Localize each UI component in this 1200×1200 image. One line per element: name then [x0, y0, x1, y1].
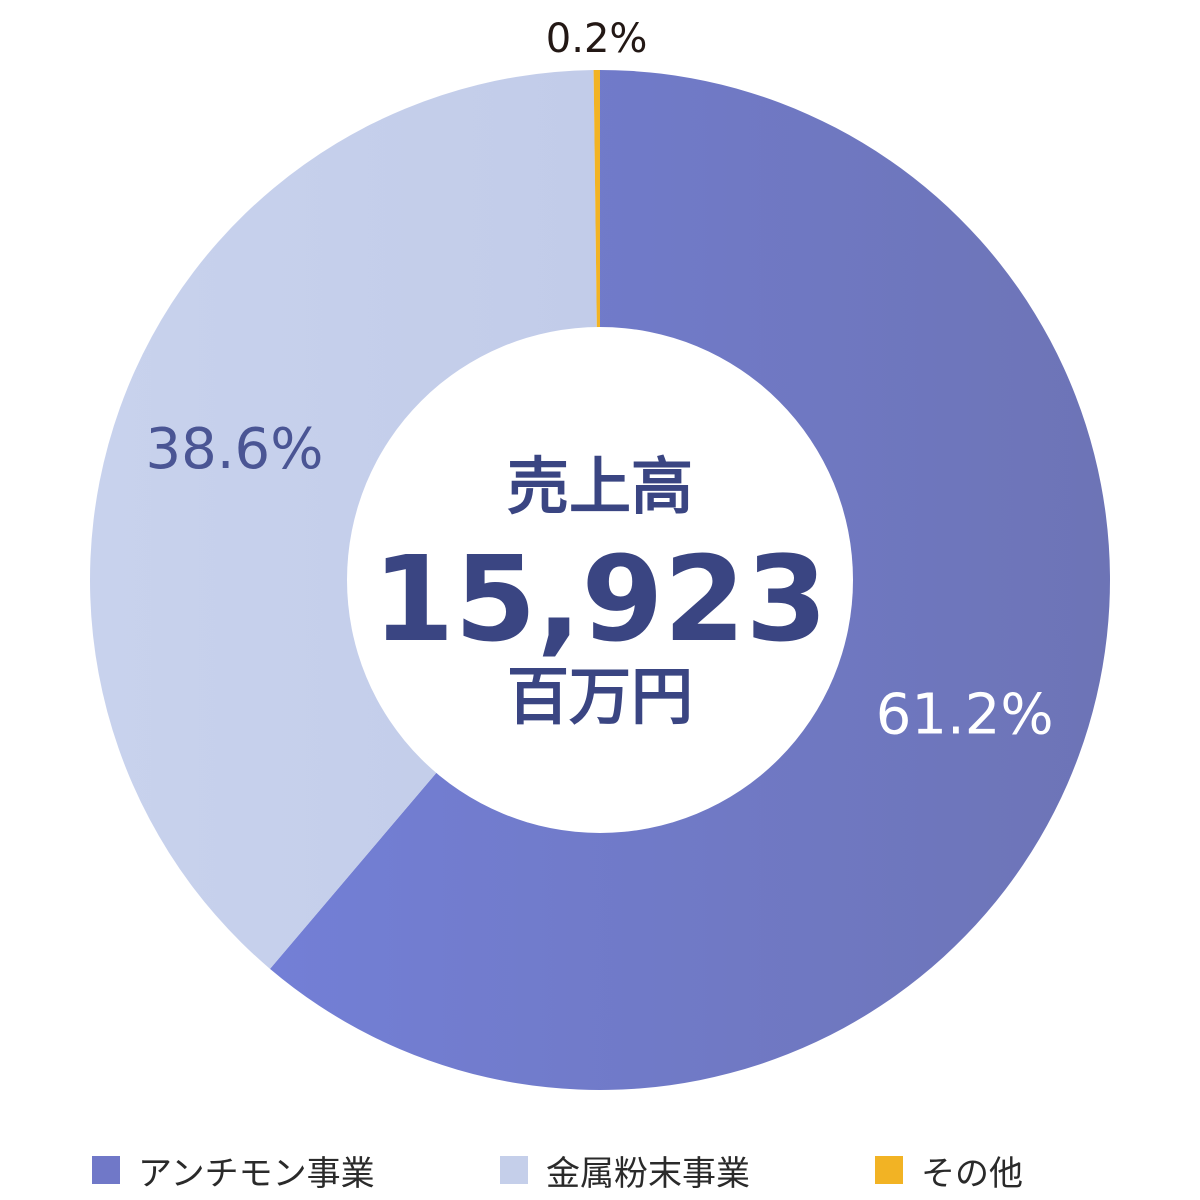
legend: アンチモン事業 金属粉末事業 その他 — [0, 1148, 1200, 1194]
donut-hole — [347, 327, 853, 833]
legend-item-metal-powder: 金属粉末事業 — [500, 1148, 750, 1194]
slice-label-antimony: 61.2% — [876, 682, 1054, 747]
slice-metal-powder — [89, 70, 601, 969]
legend-swatch-metal-powder — [500, 1156, 528, 1184]
legend-label-other: その他 — [921, 1153, 1023, 1194]
center-title: 売上高 — [507, 450, 693, 523]
slice-label-other: 0.2% — [546, 16, 648, 62]
legend-swatch-other — [875, 1156, 903, 1184]
legend-item-antimony: アンチモン事業 — [92, 1148, 375, 1194]
slice-label-metal-powder: 38.6% — [146, 417, 324, 482]
legend-label-metal-powder: 金属粉末事業 — [546, 1153, 750, 1194]
legend-swatch-antimony — [92, 1156, 120, 1184]
legend-label-antimony: アンチモン事業 — [138, 1153, 375, 1194]
legend-item-other: その他 — [875, 1148, 1023, 1194]
center-unit: 百万円 — [507, 660, 693, 733]
center-value: 15,923 — [372, 530, 827, 668]
